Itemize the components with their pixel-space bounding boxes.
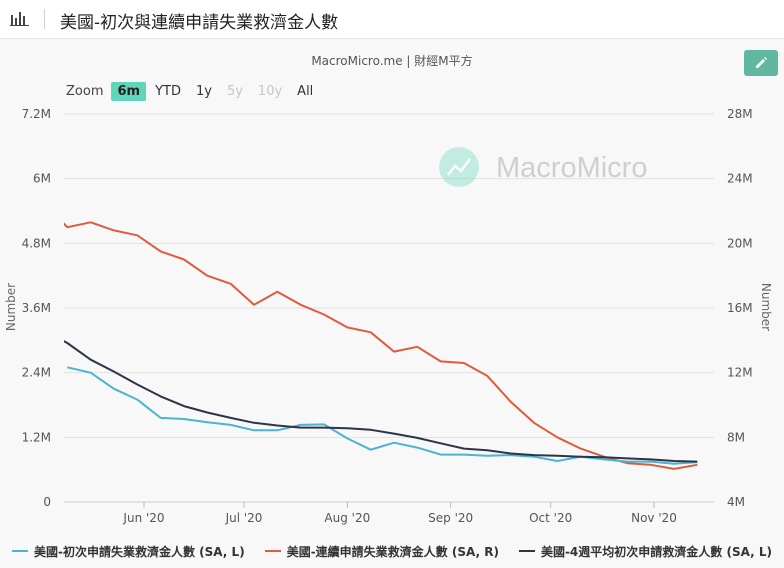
legend-item-initial-claims[interactable]: 美國-初次申請失業救濟金人數 (SA, L): [12, 543, 245, 560]
chart-source: MacroMicro.me | 財經M平方: [311, 54, 473, 68]
bar-chart-icon[interactable]: [10, 10, 30, 26]
left-tick-label: 1.2M: [22, 430, 51, 444]
legend-swatch-4wk-average: [518, 550, 535, 552]
zoom-label: Zoom: [66, 83, 104, 99]
right-axis-title: Number: [759, 283, 773, 331]
series-line-initial-claims: [67, 366, 698, 465]
legend-label-4wk-average: 美國-4週平均初次申請救濟金人數 (SA, L): [540, 544, 772, 559]
header-divider: [44, 9, 45, 29]
series-lines: [64, 221, 698, 470]
pencil-icon: [756, 57, 767, 68]
legend-swatch-continuing-claims: [264, 550, 281, 552]
zoom-5y-button: 5y: [226, 83, 243, 99]
left-tick-label: 4.8M: [22, 236, 51, 250]
legend-swatch-initial-claims: [12, 550, 29, 552]
zoom-all-button[interactable]: All: [297, 83, 314, 99]
x-axis-ticks: Jun '20 Jul '20 Aug '20 Sep '20 Oct '20 Nov '…: [122, 502, 677, 525]
x-tick-label: Jun '20: [122, 511, 164, 525]
legend-item-4wk-average[interactable]: 美國-4週平均初次申請救濟金人數 (SA, L): [518, 543, 772, 560]
right-tick-label: 20M: [727, 236, 753, 250]
legend-label-initial-claims: 美國-初次申請失業救濟金人數 (SA, L): [34, 544, 245, 559]
zoom-control: Zoom 6m YTD 1y 5y 10y All: [66, 80, 322, 102]
series-line-continuing-claims: [64, 221, 698, 470]
zoom-10y-button: 10y: [257, 83, 283, 99]
x-tick-label: Sep '20: [428, 511, 473, 525]
left-tick-label: 3.6M: [22, 301, 51, 315]
zoom-1y-button[interactable]: 1y: [195, 83, 212, 99]
chart-legend: 美國-初次申請失業救濟金人數 (SA, L) 美國-連續申請失業救濟金人數 (S…: [0, 540, 784, 562]
right-tick-label: 4M: [727, 495, 745, 509]
header-bar: 美國-初次與連續申請失業救濟金人數: [0, 0, 784, 39]
x-tick-label: Jul '20: [225, 511, 263, 525]
legend-item-continuing-claims[interactable]: 美國-連續申請失業救濟金人數 (SA, R): [264, 543, 499, 560]
grid-lines: [64, 113, 714, 503]
x-tick-label: Oct '20: [529, 511, 572, 525]
right-tick-label: 8M: [727, 430, 745, 444]
macromicro-watermark: MacroMicro: [439, 147, 647, 187]
page-title: 美國-初次與連續申請失業救濟金人數: [60, 13, 339, 33]
right-tick-label: 16M: [727, 301, 753, 315]
right-tick-label: 28M: [727, 107, 753, 121]
zoom-ytd-button[interactable]: YTD: [155, 83, 181, 99]
left-tick-label: 6M: [33, 172, 51, 186]
chart-panel: [0, 39, 784, 568]
right-tick-label: 12M: [727, 366, 753, 380]
right-tick-label: 24M: [727, 172, 753, 186]
legend-label-continuing-claims: 美國-連續申請失業救濟金人數 (SA, R): [286, 544, 499, 559]
left-axis-title: Number: [4, 283, 18, 331]
left-tick-label: 2.4M: [22, 366, 51, 380]
left-tick-label: 7.2M: [22, 107, 51, 121]
x-tick-label: Aug '20: [324, 511, 370, 525]
edit-button[interactable]: [744, 50, 778, 76]
left-axis-ticks: 0 1.2M 2.4M 3.6M 4.8M 6M 7.2M: [22, 107, 51, 509]
watermark-text: MacroMicro: [496, 152, 647, 184]
left-tick-label: 0: [43, 495, 51, 509]
right-axis-ticks: 4M 8M 12M 16M 20M 24M 28M: [727, 107, 753, 509]
zoom-6m-button[interactable]: 6m: [111, 81, 147, 101]
x-tick-label: Nov '20: [631, 511, 677, 525]
series-line-4wk-average: [64, 340, 698, 463]
